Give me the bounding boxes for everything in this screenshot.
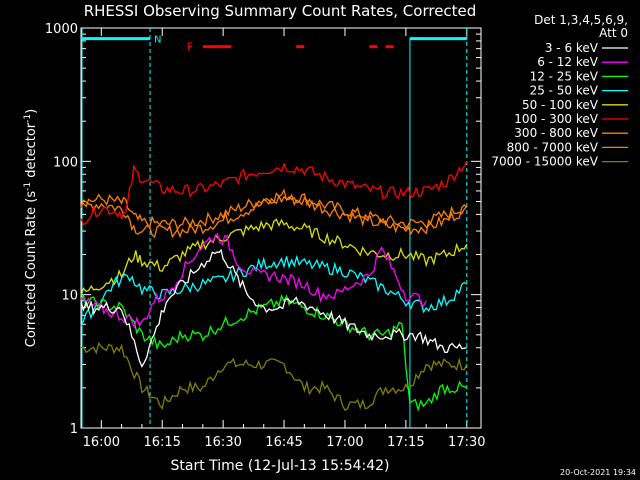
y-tick-label: 100 <box>53 155 78 170</box>
y-axis-label: Corrected Count Rate (s-1 detector-1) <box>23 109 39 347</box>
legend-label: 7000 - 15000 keV <box>491 155 598 169</box>
legend-label: 50 - 100 keV <box>522 98 599 112</box>
legend-title-1: Det 1,3,4,5,6,9, <box>534 13 628 27</box>
series-line-4 <box>80 218 468 296</box>
y-axis: 1 10 100 1000 <box>45 22 481 437</box>
plot-frame <box>80 27 482 429</box>
series-layer <box>80 160 468 412</box>
ylabel-sup-2: -1 <box>23 114 33 123</box>
x-tick-label: 17:30 <box>448 435 485 450</box>
y-tick-label: 1000 <box>45 22 78 37</box>
legend-title-2: Att 0 <box>599 26 628 40</box>
legend-label: 25 - 50 keV <box>530 84 599 98</box>
ylabel-part-3: ) <box>24 109 39 114</box>
series-line-7 <box>80 188 468 231</box>
flag-f-label: F <box>187 41 193 54</box>
x-tick-label: 16:15 <box>143 435 180 450</box>
y-tick-label: 10 <box>61 289 78 304</box>
x-axis-label: Start Time (12-Jul-13 15:54:42) <box>170 458 389 474</box>
ylabel-part-2: detector <box>24 122 39 182</box>
legend-label: 800 - 7000 keV <box>507 140 599 154</box>
ylabel-part-1: Corrected Count Rate (s <box>24 191 39 348</box>
x-tick-label: 17:00 <box>326 435 363 450</box>
legend-label: 100 - 300 keV <box>514 112 598 126</box>
x-axis: 16:00 16:15 16:30 16:45 17:00 17:15 17:30 <box>80 28 486 450</box>
series-line-8 <box>80 341 468 412</box>
series-line-2 <box>80 293 468 412</box>
chart-title: RHESSI Observing Summary Count Rates, Co… <box>84 2 477 20</box>
legend-label: 6 - 12 keV <box>537 55 599 69</box>
series-line-1 <box>80 232 427 329</box>
x-tick-label: 16:00 <box>83 435 120 450</box>
ylabel-sup-1: -1 <box>23 182 33 191</box>
legend-label: 300 - 800 keV <box>514 126 598 140</box>
legend-label: 12 - 25 keV <box>530 69 599 83</box>
x-tick-label: 16:45 <box>265 435 302 450</box>
legend-label: 3 - 6 keV <box>545 41 599 55</box>
series-line-5 <box>80 160 468 226</box>
series-line-6 <box>80 193 468 239</box>
x-tick-label: 17:15 <box>387 435 424 450</box>
footer-date: 20-Oct-2021 19:34 <box>560 468 636 477</box>
series-line-3 <box>80 254 468 327</box>
y-tick-label: 1 <box>70 422 78 437</box>
x-tick-label: 16:30 <box>204 435 241 450</box>
flag-n-label: N <box>154 35 161 46</box>
series-line-0 <box>80 248 467 368</box>
